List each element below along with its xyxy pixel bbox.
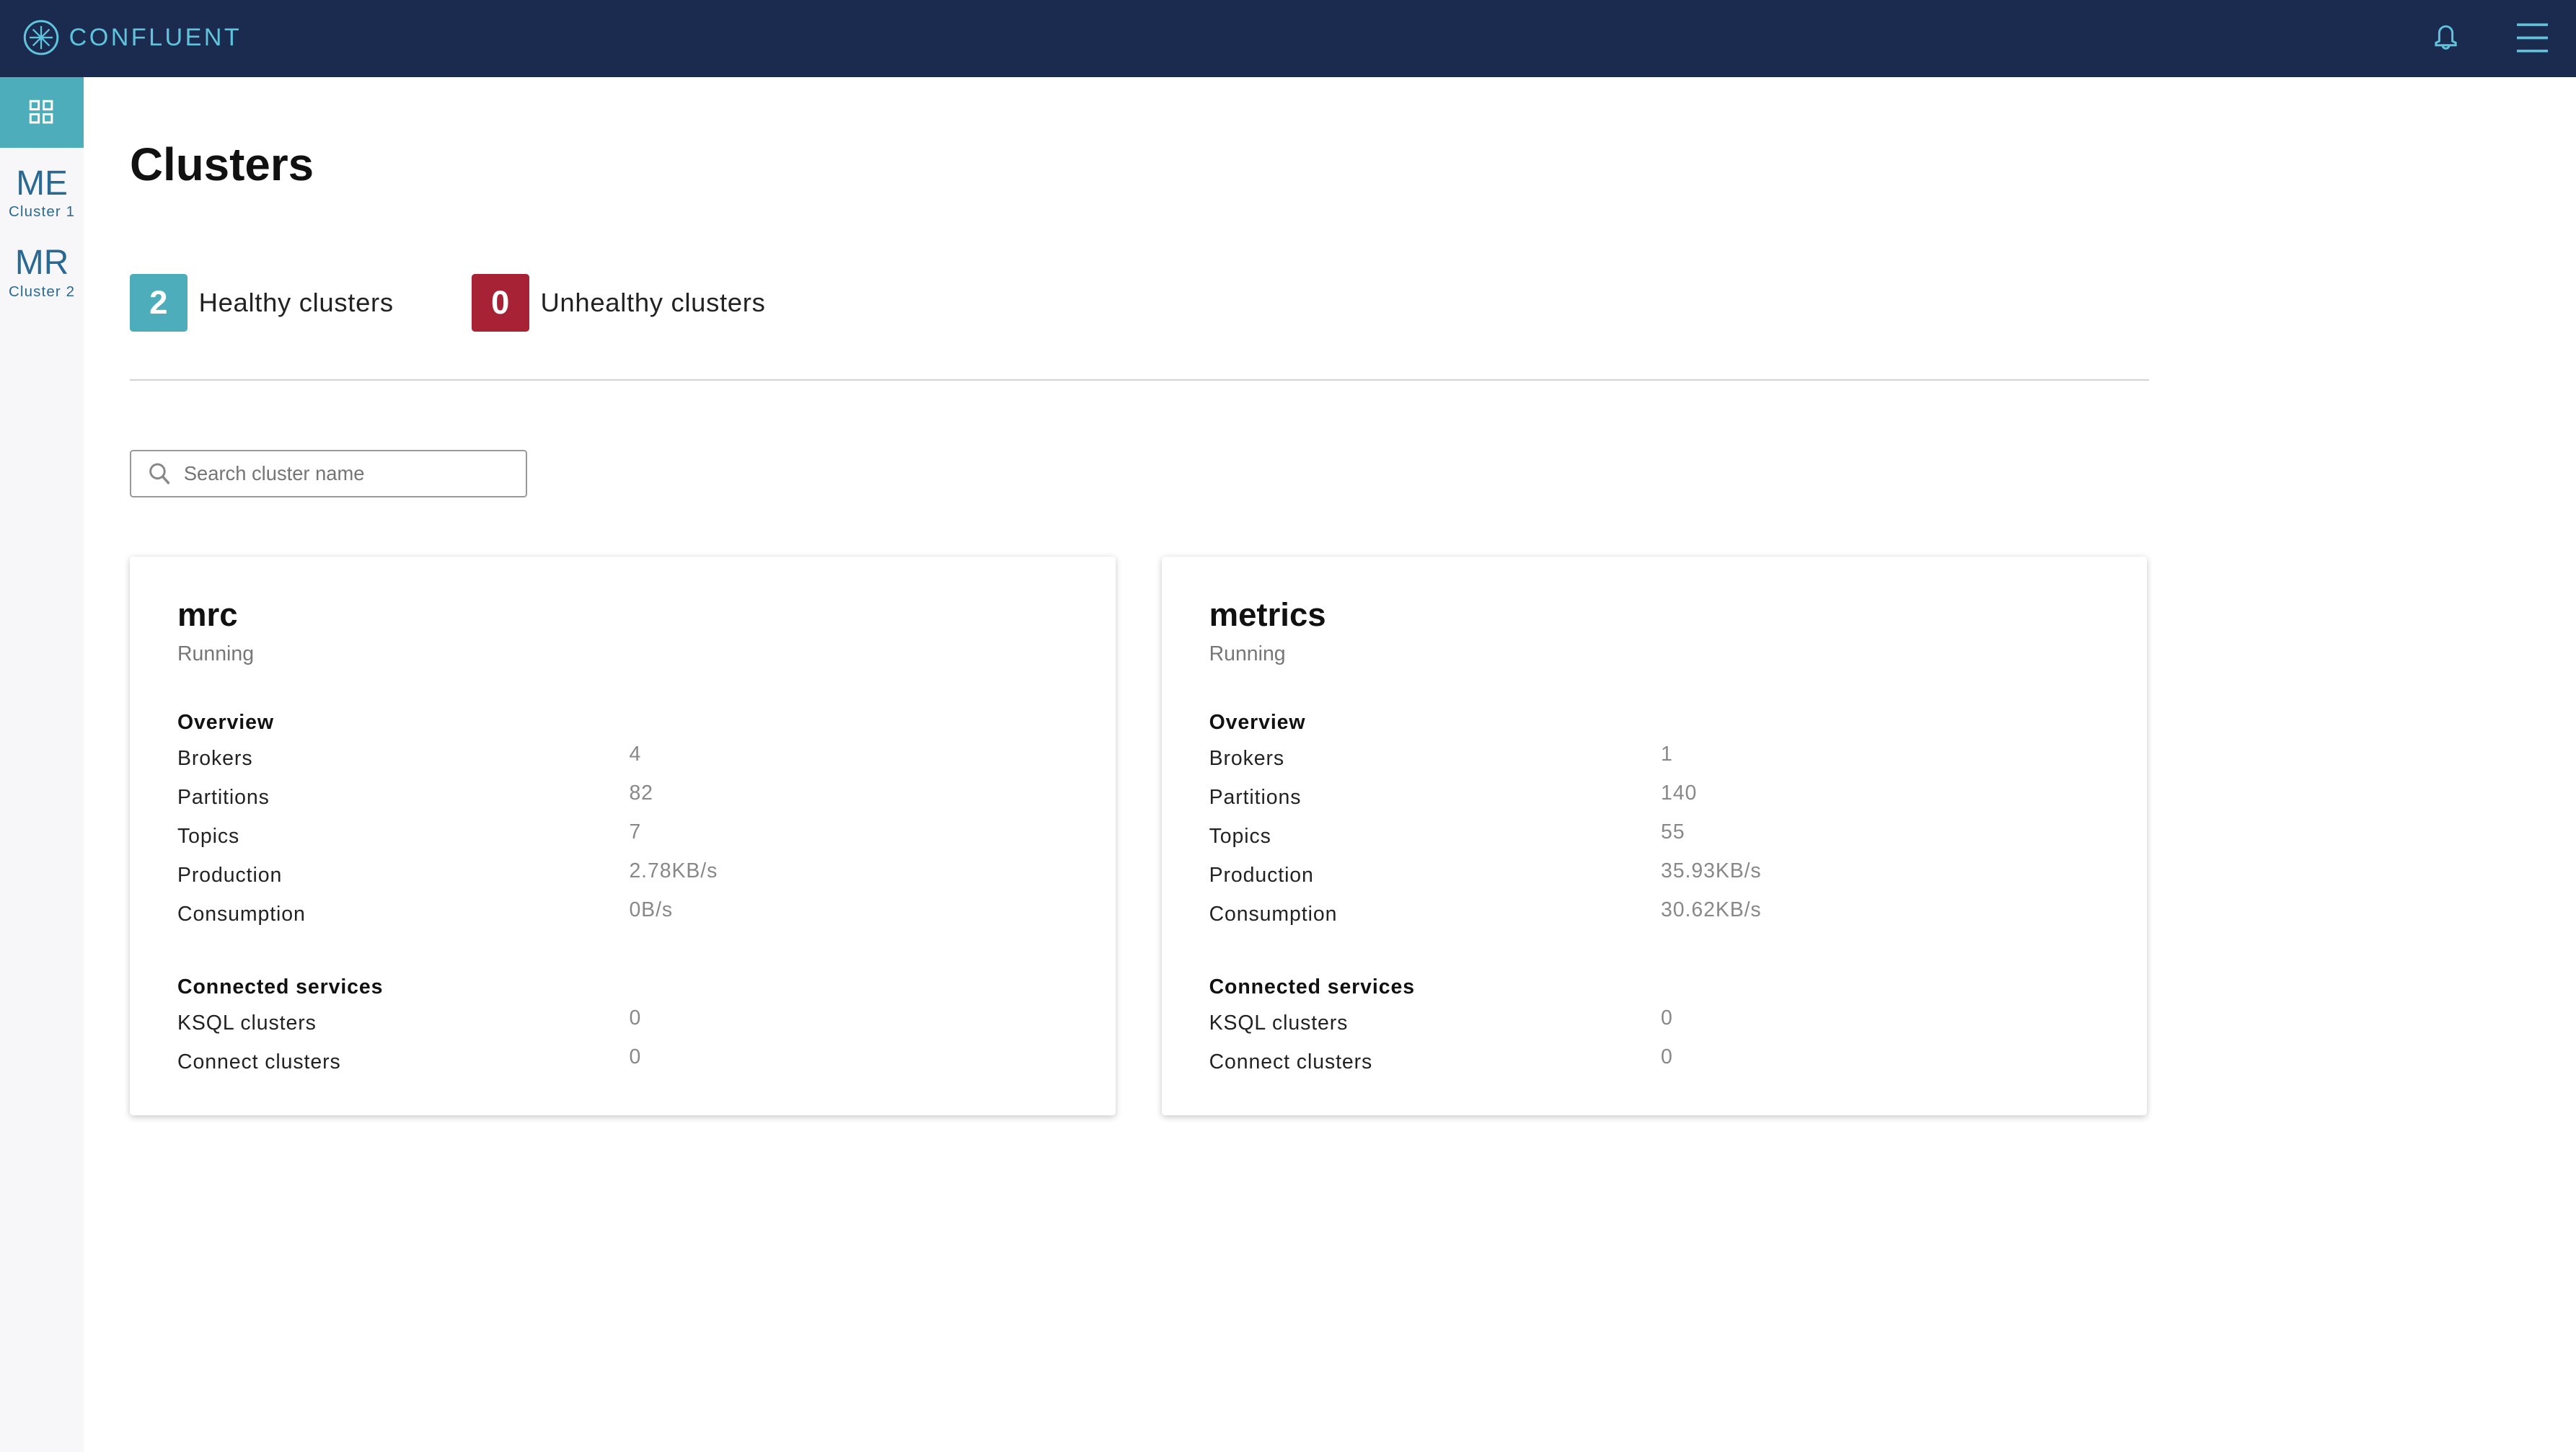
cluster-label: Cluster 1 <box>8 203 76 221</box>
metric-label: Production <box>1209 864 1314 887</box>
metric-label: Brokers <box>177 747 253 771</box>
brand-logo[interactable]: CONFLUENT <box>23 19 242 56</box>
unhealthy-count-badge: 0 <box>471 274 529 332</box>
metric-label: Consumption <box>177 903 306 926</box>
confluent-logo-icon <box>23 20 59 56</box>
unhealthy-label: Unhealthy clusters <box>540 288 766 318</box>
metric-value: 30.62KB/s <box>1661 898 1762 921</box>
metric-label: Partitions <box>177 786 270 810</box>
service-label: KSQL clusters <box>1209 1011 1349 1035</box>
overview-row: Partitions 140 <box>1209 782 2130 810</box>
top-bar: CONFLUENT <box>0 0 2576 78</box>
overview-row: Production 35.93KB/s <box>1209 859 2130 887</box>
sidebar-home-button[interactable] <box>0 77 84 149</box>
metric-value: 2.78KB/s <box>629 859 718 882</box>
brand-name: CONFLUENT <box>69 23 242 51</box>
services-heading: Connected services <box>177 975 384 999</box>
grid-icon <box>29 99 53 124</box>
healthy-count-badge: 2 <box>129 274 188 332</box>
cluster-name[interactable]: mrc <box>177 596 238 633</box>
cluster-abbr: ME <box>16 164 68 203</box>
metric-label: Brokers <box>1209 747 1285 771</box>
divider <box>129 379 2149 381</box>
overview-row: Topics 55 <box>1209 820 2130 849</box>
service-label: KSQL clusters <box>177 1011 317 1035</box>
metric-value: 1 <box>1661 742 1673 766</box>
overview-row: Brokers 1 <box>1209 743 2130 771</box>
sidebar-item-cluster-1[interactable]: ME Cluster 1 <box>0 164 84 221</box>
metric-value: 0B/s <box>629 898 674 921</box>
sidebar: ME Cluster 1 MR Cluster 2 <box>0 77 84 1452</box>
unhealthy-clusters-stat: 0 Unhealthy clusters <box>471 274 766 332</box>
search-input[interactable] <box>180 460 516 487</box>
search-box[interactable] <box>129 450 527 497</box>
services-heading: Connected services <box>1209 975 1415 999</box>
service-value: 0 <box>1661 1006 1673 1030</box>
overview-row: Topics 7 <box>177 820 1098 849</box>
healthy-clusters-stat: 2 Healthy clusters <box>129 274 394 332</box>
metric-value: 7 <box>629 820 642 844</box>
metric-label: Partitions <box>1209 786 1302 810</box>
service-row: KSQL clusters 0 <box>1209 1006 2130 1035</box>
cluster-name[interactable]: metrics <box>1209 596 1326 633</box>
cluster-label: Cluster 2 <box>8 283 76 301</box>
service-value: 0 <box>629 1006 642 1030</box>
service-row: Connect clusters 0 <box>1209 1045 2130 1074</box>
service-value: 0 <box>1661 1045 1673 1069</box>
metric-value: 82 <box>629 781 653 805</box>
sidebar-item-cluster-2[interactable]: MR Cluster 2 <box>0 244 84 301</box>
page-title: Clusters <box>129 138 314 191</box>
overview-row: Consumption 0B/s <box>177 898 1098 926</box>
service-label: Connect clusters <box>1209 1050 1373 1074</box>
metric-value: 4 <box>629 742 642 766</box>
metric-value: 55 <box>1661 820 1685 844</box>
metric-label: Production <box>177 864 283 887</box>
service-row: Connect clusters 0 <box>177 1045 1098 1074</box>
metric-label: Topics <box>177 825 240 849</box>
overview-row: Brokers 4 <box>177 743 1098 771</box>
overview-row: Production 2.78KB/s <box>177 859 1098 887</box>
service-label: Connect clusters <box>177 1050 341 1074</box>
service-value: 0 <box>629 1045 642 1069</box>
metric-value: 140 <box>1661 781 1698 805</box>
cluster-abbr: MR <box>14 244 69 283</box>
metric-label: Consumption <box>1209 903 1338 926</box>
metric-value: 35.93KB/s <box>1661 859 1762 882</box>
cluster-status: Running <box>1209 642 1286 665</box>
cluster-card[interactable]: metrics Running Overview Brokers 1 Partitio… <box>1161 557 2148 1115</box>
cluster-status: Running <box>177 642 255 665</box>
overview-heading: Overview <box>177 711 274 735</box>
overview-row: Consumption 30.62KB/s <box>1209 898 2130 926</box>
cluster-card[interactable]: mrc Running Overview Brokers 4 Partitions 82… <box>129 557 1116 1115</box>
search-icon <box>149 463 170 484</box>
overview-row: Partitions 82 <box>177 782 1098 810</box>
healthy-label: Healthy clusters <box>198 288 394 318</box>
bell-icon[interactable] <box>2431 23 2461 54</box>
overview-heading: Overview <box>1209 711 1306 735</box>
metric-label: Topics <box>1209 825 1271 849</box>
hamburger-menu-icon[interactable] <box>2516 23 2549 53</box>
service-row: KSQL clusters 0 <box>177 1006 1098 1035</box>
